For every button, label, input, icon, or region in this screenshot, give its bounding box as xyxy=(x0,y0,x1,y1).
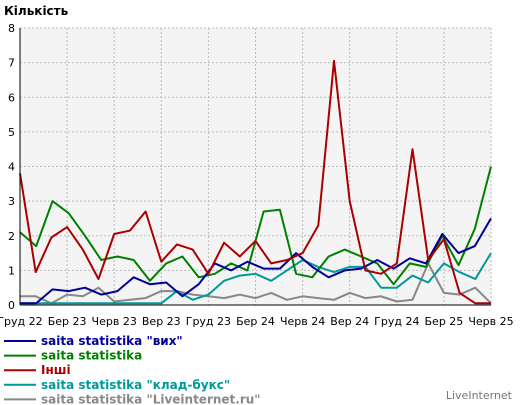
x-tick-label: Груд 24 xyxy=(374,315,419,328)
x-tick-label: Груд 22 xyxy=(0,315,43,328)
y-tick-label: 2 xyxy=(8,230,15,243)
legend-label: saita statistika "клад-букс" xyxy=(41,378,230,392)
series-line-4 xyxy=(20,262,492,305)
legend-label: saita statistika "вих" xyxy=(41,334,183,348)
legend-label: Інші xyxy=(41,363,71,377)
legend: saita statistika "вих"saita statistikaІн… xyxy=(4,334,261,405)
footer-brand: LiveInternet xyxy=(446,389,513,402)
x-tick-label: Черв 23 xyxy=(92,315,137,328)
x-tick-label: Вер 23 xyxy=(142,315,181,328)
x-tick-label: Бер 23 xyxy=(48,315,87,328)
y-tick-label: 5 xyxy=(8,126,15,139)
x-tick-label: Бер 25 xyxy=(425,315,464,328)
chart-title: Кількість xyxy=(4,4,69,18)
y-tick-label: 8 xyxy=(8,22,15,35)
y-tick-label: 4 xyxy=(8,161,15,174)
y-tick-label: 1 xyxy=(8,264,15,277)
y-tick-label: 6 xyxy=(8,91,15,104)
legend-label: saita statistika "Liveinternet.ru" xyxy=(41,392,261,405)
x-tick-labels: Груд 22 Бер 23 Черв 23 Вер 23 Груд 23 Бер 24 Ч… xyxy=(0,315,514,328)
x-tick-label: Груд 23 xyxy=(186,315,231,328)
y-tick-label: 0 xyxy=(8,299,15,312)
x-tick-label: Черв 24 xyxy=(280,315,325,328)
series-line-0 xyxy=(20,217,492,305)
x-tick-label: Бер 24 xyxy=(236,315,275,328)
y-tick-labels: 0 1 2 3 4 5 6 7 8 xyxy=(8,22,15,312)
series-line-3 xyxy=(20,252,492,305)
x-tick-label: Вер 24 xyxy=(330,315,369,328)
series-lines xyxy=(19,59,492,305)
x-tick-label: Черв 25 xyxy=(468,315,513,328)
series-line-2 xyxy=(19,59,491,305)
y-tick-label: 7 xyxy=(8,57,15,70)
legend-label: saita statistika xyxy=(41,349,142,363)
y-tick-label: 3 xyxy=(8,195,15,208)
axes xyxy=(19,28,491,306)
